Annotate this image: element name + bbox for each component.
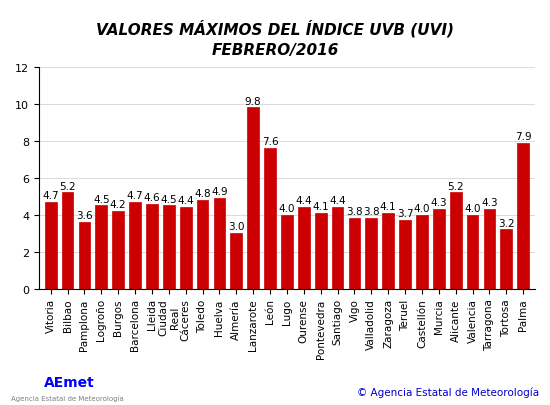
Text: VALORES MÁXIMOS DEL ÍNDICE UVB (UVI): VALORES MÁXIMOS DEL ÍNDICE UVB (UVI) — [96, 20, 454, 38]
Bar — [281, 215, 293, 289]
Bar — [248, 108, 259, 289]
Text: 5.2: 5.2 — [59, 181, 76, 191]
Bar — [298, 208, 310, 289]
Bar — [163, 206, 175, 289]
Bar — [264, 149, 276, 289]
Text: 5.2: 5.2 — [447, 181, 464, 191]
Text: 4.9: 4.9 — [211, 187, 228, 197]
Text: 3.6: 3.6 — [76, 211, 93, 221]
Bar — [213, 198, 226, 289]
Text: 4.3: 4.3 — [481, 198, 498, 208]
Bar — [433, 209, 445, 289]
Text: 3.8: 3.8 — [363, 207, 379, 217]
Text: FEBRERO/2016: FEBRERO/2016 — [211, 43, 339, 58]
Bar — [79, 222, 90, 289]
Bar — [95, 206, 107, 289]
Bar — [399, 221, 411, 289]
Text: AEmet: AEmet — [44, 375, 95, 389]
Text: 4.6: 4.6 — [144, 192, 160, 202]
Text: 9.8: 9.8 — [245, 96, 261, 106]
Text: 4.5: 4.5 — [93, 194, 109, 204]
Bar — [483, 209, 496, 289]
Bar — [315, 213, 327, 289]
Bar — [146, 204, 158, 289]
Text: 4.7: 4.7 — [42, 190, 59, 200]
Bar — [180, 208, 191, 289]
Text: © Agencia Estatal de Meteorología: © Agencia Estatal de Meteorología — [357, 386, 539, 397]
Text: 4.0: 4.0 — [414, 203, 430, 213]
Bar — [450, 193, 461, 289]
Text: 4.1: 4.1 — [380, 201, 397, 211]
Text: 3.7: 3.7 — [397, 209, 414, 219]
Bar — [500, 230, 512, 289]
Bar — [416, 215, 428, 289]
Bar — [197, 200, 208, 289]
Text: 3.0: 3.0 — [228, 222, 245, 232]
Text: 4.8: 4.8 — [194, 188, 211, 198]
Text: 4.2: 4.2 — [110, 200, 126, 209]
Text: 4.1: 4.1 — [312, 201, 329, 211]
Bar — [230, 234, 242, 289]
Bar — [518, 143, 529, 289]
Bar — [349, 219, 360, 289]
Bar — [62, 193, 74, 289]
Text: 4.4: 4.4 — [177, 196, 194, 206]
Text: 4.0: 4.0 — [464, 203, 481, 213]
Text: 3.8: 3.8 — [346, 207, 363, 217]
Bar — [129, 202, 141, 289]
Text: 4.0: 4.0 — [279, 203, 295, 213]
Text: 3.2: 3.2 — [498, 218, 515, 228]
Bar — [466, 215, 478, 289]
Text: 7.9: 7.9 — [515, 131, 531, 141]
Text: Agencia Estatal de Meteorología: Agencia Estatal de Meteorología — [11, 394, 124, 401]
Text: 4.3: 4.3 — [431, 198, 447, 208]
Text: 7.6: 7.6 — [262, 137, 278, 147]
Text: 4.7: 4.7 — [126, 190, 144, 200]
Bar — [365, 219, 377, 289]
Bar — [382, 213, 394, 289]
Text: 4.5: 4.5 — [161, 194, 177, 204]
Bar — [112, 211, 124, 289]
Text: 4.4: 4.4 — [295, 196, 312, 206]
Bar — [45, 202, 57, 289]
Bar — [332, 208, 343, 289]
Text: 4.4: 4.4 — [329, 196, 346, 206]
